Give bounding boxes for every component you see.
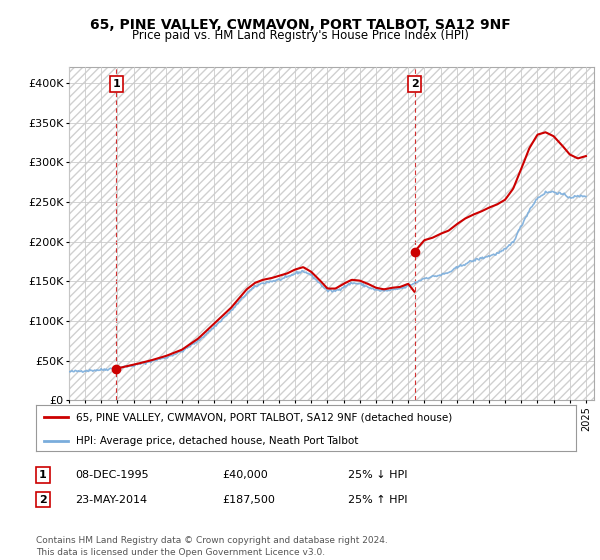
Text: £40,000: £40,000 — [222, 470, 268, 480]
Text: Contains HM Land Registry data © Crown copyright and database right 2024.
This d: Contains HM Land Registry data © Crown c… — [36, 536, 388, 557]
Text: 2: 2 — [39, 494, 47, 505]
Text: Price paid vs. HM Land Registry's House Price Index (HPI): Price paid vs. HM Land Registry's House … — [131, 29, 469, 42]
Text: 23-MAY-2014: 23-MAY-2014 — [75, 494, 147, 505]
Text: HPI: Average price, detached house, Neath Port Talbot: HPI: Average price, detached house, Neat… — [77, 436, 359, 446]
Text: 2: 2 — [410, 79, 418, 89]
Text: 1: 1 — [39, 470, 47, 480]
Text: £187,500: £187,500 — [222, 494, 275, 505]
Text: 1: 1 — [112, 79, 120, 89]
Text: 25% ↓ HPI: 25% ↓ HPI — [348, 470, 407, 480]
Text: 08-DEC-1995: 08-DEC-1995 — [75, 470, 149, 480]
Text: 65, PINE VALLEY, CWMAVON, PORT TALBOT, SA12 9NF (detached house): 65, PINE VALLEY, CWMAVON, PORT TALBOT, S… — [77, 412, 453, 422]
Text: 25% ↑ HPI: 25% ↑ HPI — [348, 494, 407, 505]
Text: 65, PINE VALLEY, CWMAVON, PORT TALBOT, SA12 9NF: 65, PINE VALLEY, CWMAVON, PORT TALBOT, S… — [89, 18, 511, 32]
